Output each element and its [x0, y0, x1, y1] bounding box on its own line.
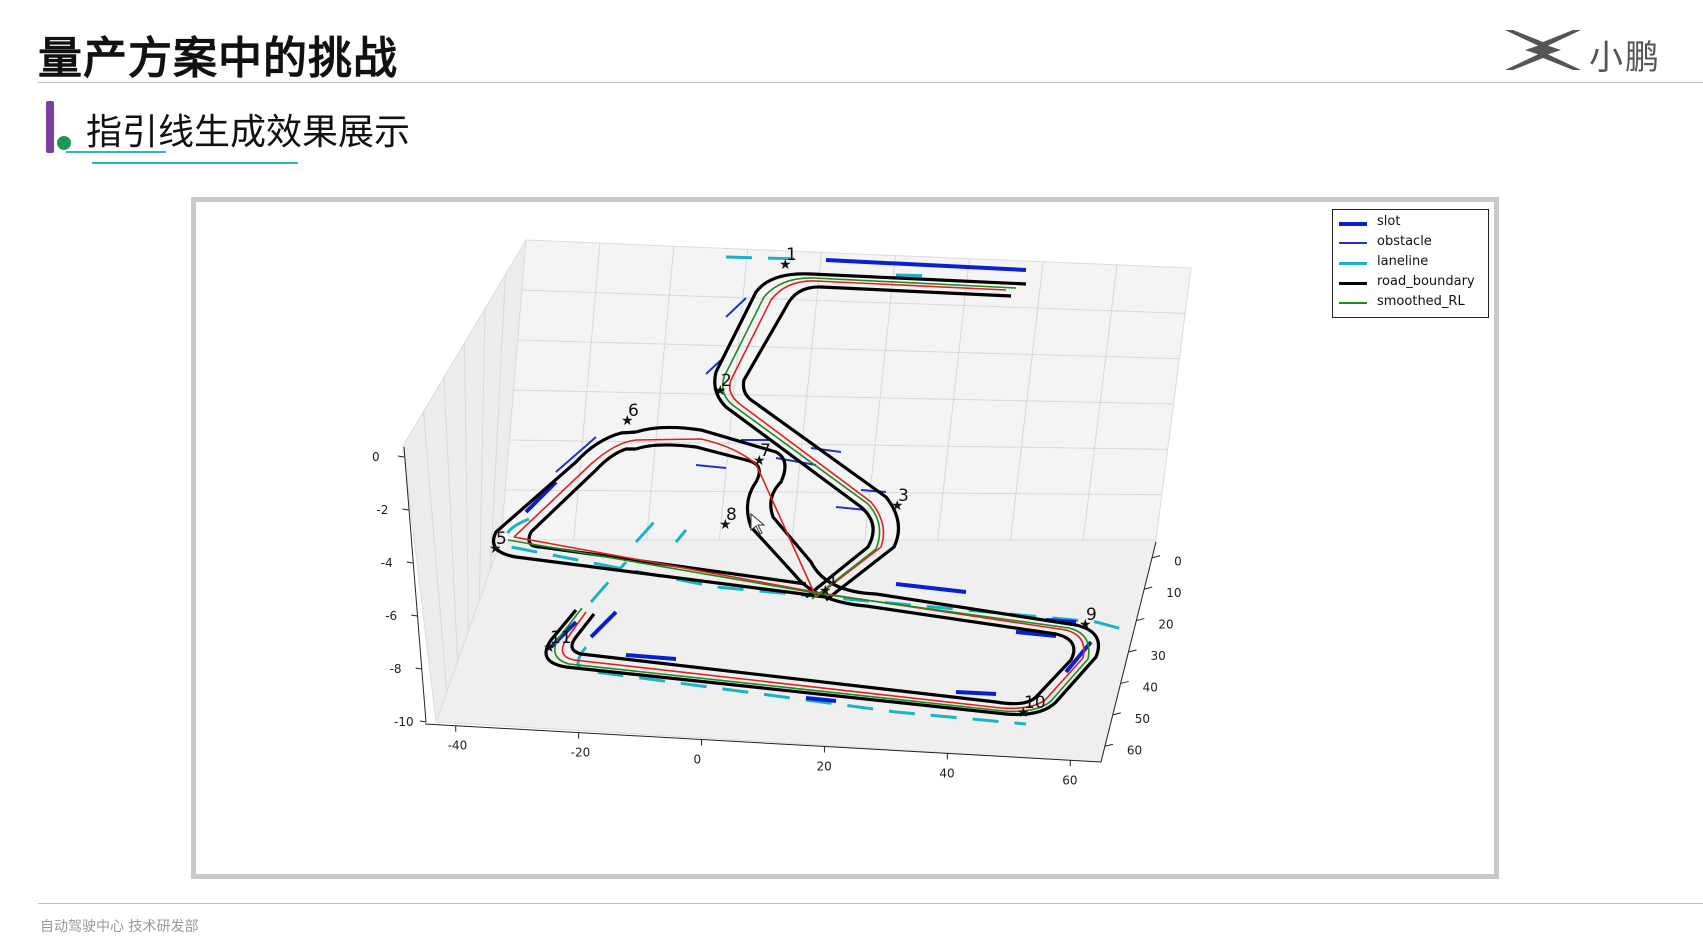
legend-swatch	[1339, 282, 1367, 285]
y-tick	[1136, 618, 1145, 622]
road-boundary-lines	[491, 272, 1101, 717]
waypoint-star-icon: ★	[543, 640, 556, 656]
waypoint-star-icon: ★	[1079, 617, 1092, 633]
z-tick	[411, 614, 418, 617]
legend-swatch	[1339, 302, 1367, 304]
legend-item: road_boundary	[1333, 273, 1488, 293]
y-tick	[1128, 649, 1137, 653]
reference-path	[513, 280, 1085, 710]
xpeng-logo-icon	[1505, 30, 1581, 70]
slide-title: 量产方案中的挑战	[38, 33, 398, 84]
legend-item: laneline	[1333, 253, 1488, 273]
waypoint-star-icon: ★	[891, 498, 904, 514]
y-tick	[1151, 555, 1161, 559]
waypoint-star-icon: ★	[719, 517, 732, 533]
legend-item: slot	[1333, 213, 1488, 233]
x-tick-label: -20	[571, 746, 591, 760]
y-tick-label: 10	[1166, 586, 1181, 600]
waypoint-star-icon: ★	[714, 383, 727, 399]
footer-text: 自动驾驶中心 技术研发部	[40, 919, 199, 935]
section-title: 指引线生成效果展示	[86, 112, 411, 153]
mouse-cursor-icon	[750, 512, 766, 535]
y-tick-label: 60	[1127, 743, 1142, 757]
x-tick-label: 40	[939, 766, 954, 780]
waypoint-star-icon: ★	[753, 453, 766, 469]
z-axis	[403, 446, 427, 723]
waypoint-star-icon: ★	[489, 541, 502, 557]
z-tick-label: -2	[376, 503, 388, 517]
legend-swatch	[1339, 242, 1367, 244]
slot-marks	[524, 258, 1093, 703]
waypoint-label: 8	[726, 505, 737, 525]
x-tick-label: 0	[694, 753, 702, 767]
waypoint-label: 1	[786, 245, 797, 265]
z-tick-label: -8	[390, 662, 402, 676]
legend-label: road_boundary	[1377, 274, 1475, 289]
x-tick-label: 20	[816, 759, 831, 773]
z-tick-label: -6	[385, 609, 397, 623]
waypoint-label: 3	[898, 486, 909, 506]
plot-3d: -40 -20 0 20 40 60 0 10 20 30 40 50 60 0 -2 -4 -6 -8 -10	[372, 239, 1192, 787]
waypoint-label: 10	[1024, 693, 1046, 713]
waypoint-label: 4	[826, 571, 837, 591]
z-tick	[415, 667, 422, 670]
y-tick	[1144, 586, 1153, 590]
waypoint-star-icon: ★	[819, 583, 832, 599]
waypoint-label: 6	[628, 401, 639, 421]
x-axis	[424, 723, 1102, 763]
waypoint-label: 2	[721, 371, 732, 391]
waypoint-star-icon: ★	[1017, 705, 1030, 721]
floor-pane	[435, 539, 1157, 763]
footer-divider	[38, 903, 1703, 904]
z-tick	[397, 455, 405, 458]
smoothed-rl-path	[507, 277, 1090, 713]
title-divider	[38, 82, 1703, 83]
section-underline	[66, 151, 166, 153]
waypoint-label: 11	[550, 628, 572, 648]
section-accent-bar	[46, 101, 54, 153]
z-tick-label: -10	[394, 715, 414, 729]
waypoint-label: 5	[496, 529, 507, 549]
z-tick	[406, 561, 413, 564]
legend-item: smoothed_RL	[1333, 293, 1488, 313]
section-accent-dot	[57, 136, 71, 150]
y-tick-label: 20	[1158, 618, 1173, 632]
legend-label: laneline	[1377, 254, 1429, 269]
legend-swatch	[1339, 262, 1367, 265]
y-tick	[1120, 680, 1129, 684]
legend-item: obstacle	[1333, 233, 1488, 253]
waypoint-label: 7	[760, 441, 771, 461]
x-tick-label: -40	[448, 739, 468, 753]
z-tick	[402, 508, 409, 511]
z-tick-label: -4	[381, 556, 393, 570]
y-tick-label: 50	[1135, 712, 1150, 726]
x-tick-label: 60	[1062, 773, 1077, 787]
z-tick-label: 0	[372, 450, 380, 464]
waypoint-star-icon: ★	[621, 413, 634, 429]
y-tick	[1112, 712, 1121, 716]
legend-swatch	[1339, 222, 1367, 226]
legend-label: smoothed_RL	[1377, 294, 1465, 309]
y-tick-label: 0	[1174, 555, 1182, 569]
y-tick-label: 40	[1143, 680, 1158, 694]
brand-logo: 小鹏	[1503, 26, 1703, 78]
section-underline	[92, 162, 298, 164]
waypoint-star-icon: ★	[779, 257, 792, 273]
logo-text: 小鹏	[1589, 38, 1661, 78]
chart-figure: -40 -20 0 20 40 60 0 10 20 30 40 50 60 0 -2 -4 -6 -8 -10	[191, 197, 1499, 879]
legend-label: slot	[1377, 214, 1401, 229]
waypoint-label: 9	[1086, 605, 1097, 625]
y-tick-label: 30	[1151, 649, 1166, 663]
z-tick	[419, 720, 427, 723]
y-tick	[1104, 743, 1114, 747]
legend-label: obstacle	[1377, 234, 1432, 249]
